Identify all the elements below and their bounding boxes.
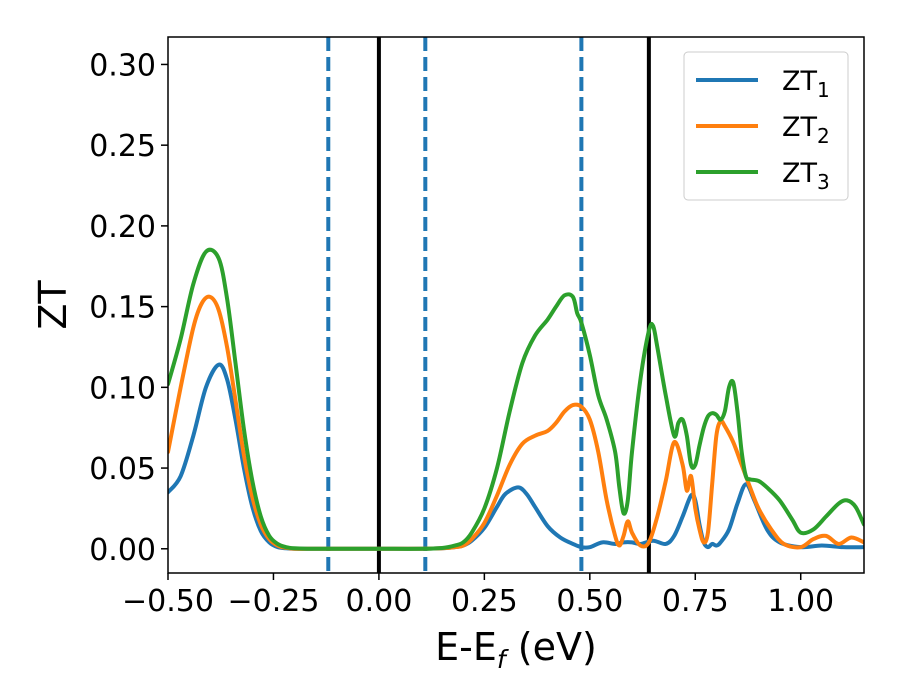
y-axis: 0.00 0.05 0.10 0.15 0.20 0.25 0.30: [89, 48, 168, 568]
y-axis-title: ZT: [31, 280, 75, 330]
series-line-2: [168, 294, 864, 551]
legend-label-1: ZT1: [782, 66, 830, 102]
x-axis: −0.50 −0.25 0.00 0.25 0.50 0.75 1.00: [122, 573, 834, 619]
x-tick-label: −0.25: [227, 584, 319, 619]
series-line-1: [168, 362, 864, 551]
x-tick-label: 0.00: [346, 584, 413, 619]
plot-area-frame: [167, 36, 865, 574]
series-lines: [168, 247, 864, 551]
y-tick-label: 0.15: [89, 291, 156, 326]
y-tick-label: 0.05: [89, 452, 156, 487]
legend-box: [683, 51, 849, 201]
x-axis-title-unit: (eV): [506, 625, 597, 669]
x-axis-title: E-Ef (eV): [435, 625, 597, 674]
legend-label-2: ZT2: [782, 112, 830, 148]
x-axis-title-main: E-E: [435, 625, 497, 669]
x-tick-label: −0.50: [122, 584, 214, 619]
y-tick-label: 0.25: [89, 129, 156, 164]
legend-label-3: ZT3: [782, 158, 830, 194]
y-tick-label: 0.10: [89, 371, 156, 406]
y-tick-label: 0.20: [89, 210, 156, 245]
series-line-3: [168, 247, 864, 551]
x-tick-label: 0.25: [451, 584, 518, 619]
x-tick-label: 0.75: [662, 584, 729, 619]
reference-lines: [326, 37, 651, 573]
x-tick-label: 0.50: [556, 584, 623, 619]
y-tick-label: 0.30: [89, 48, 156, 83]
legend: ZT1 ZT2 ZT3: [683, 51, 849, 201]
y-tick-label: 0.00: [89, 533, 156, 568]
x-tick-label: 1.00: [767, 584, 834, 619]
